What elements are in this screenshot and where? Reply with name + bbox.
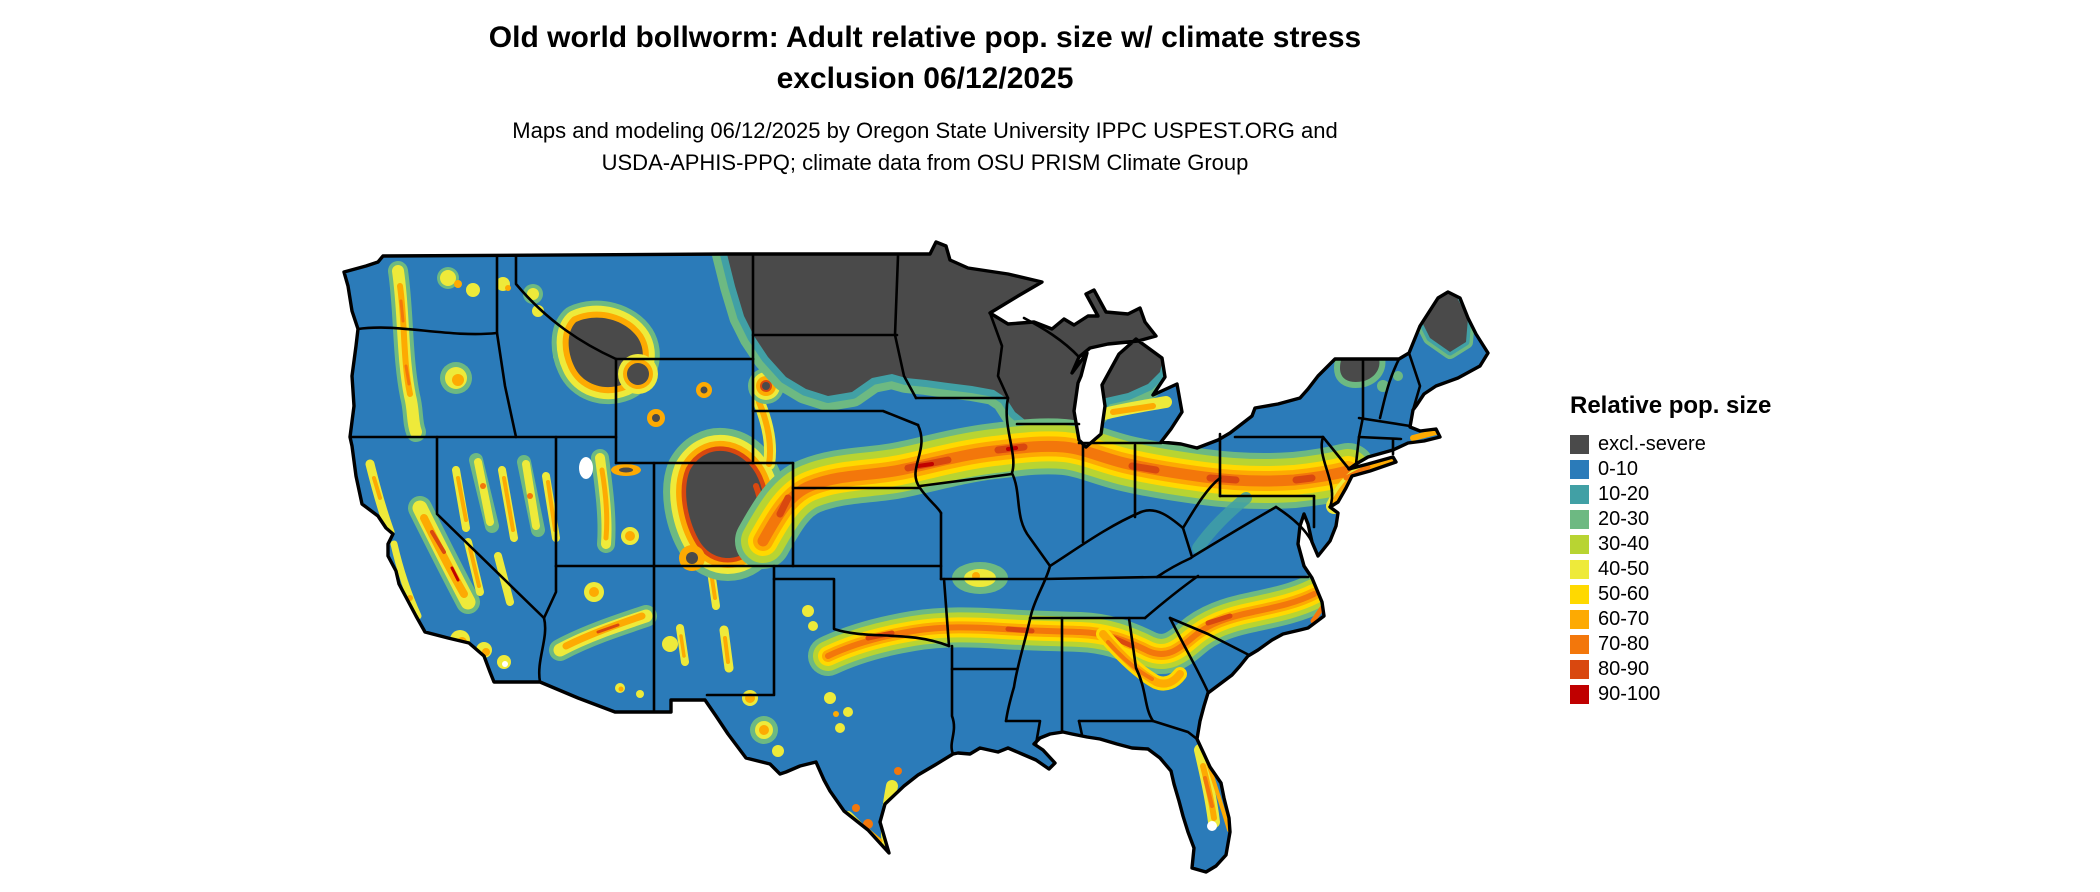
legend-label: 70-80 xyxy=(1598,633,1650,655)
legend-entry: 30-40 xyxy=(1570,532,1771,557)
us-map-svg xyxy=(342,240,1490,874)
legend-swatch xyxy=(1570,685,1589,704)
legend-label: 10-20 xyxy=(1598,483,1650,505)
central-population-band xyxy=(735,418,1376,569)
legend-entry: 20-30 xyxy=(1570,507,1771,532)
legend-title: Relative pop. size xyxy=(1570,392,1772,419)
legend-label: 30-40 xyxy=(1598,533,1650,555)
map-subtitle-line-2: USDA-APHIS-PPQ; climate data from OSU PR… xyxy=(601,149,1249,175)
legend-label: 50-60 xyxy=(1598,583,1650,605)
legend-swatch xyxy=(1570,585,1589,604)
legend-entry: 80-90 xyxy=(1570,657,1771,682)
western-terrain-pattern xyxy=(365,261,734,698)
legend-label: 0-10 xyxy=(1598,458,1639,480)
legend-swatch xyxy=(1570,435,1589,454)
legend-entry: 0-10 xyxy=(1570,457,1771,482)
legend-label: 90-100 xyxy=(1598,683,1661,705)
southern-population-band xyxy=(808,574,1334,691)
us-map xyxy=(308,226,1528,886)
inland-lakes xyxy=(502,457,1217,831)
legend-swatch xyxy=(1570,510,1589,529)
legend: Relative pop. size excl.-severe 0-10 10-20… xyxy=(1570,392,1771,707)
legend-swatch xyxy=(1570,560,1589,579)
legend-swatch xyxy=(1570,485,1589,504)
legend-swatch xyxy=(1570,610,1589,629)
legend-swatch xyxy=(1570,460,1589,479)
map-subtitle-line-1: Maps and modeling 06/12/2025 by Oregon S… xyxy=(512,118,1338,143)
map-subtitle: Maps and modeling 06/12/2025 by Oregon S… xyxy=(310,115,1540,179)
us-outline xyxy=(342,240,1490,874)
legend-entry: 70-80 xyxy=(1570,632,1771,657)
legend-entry: 60-70 xyxy=(1570,607,1771,632)
map-title: Old world bollworm: Adult relative pop. … xyxy=(310,18,1540,99)
legend-label: 60-70 xyxy=(1598,608,1650,630)
legend-label: 40-50 xyxy=(1598,558,1650,580)
legend-swatch xyxy=(1570,635,1589,654)
legend-entry: 10-20 xyxy=(1570,482,1771,507)
legend-label: 80-90 xyxy=(1598,658,1650,680)
legend-entry: excl.-severe xyxy=(1570,432,1771,457)
map-title-line-2: exclusion 06/12/2025 xyxy=(776,61,1074,95)
legend-entry: 90-100 xyxy=(1570,682,1771,707)
legend-entry: 40-50 xyxy=(1570,557,1771,582)
legend-swatch xyxy=(1570,535,1589,554)
legend-entries: excl.-severe 0-10 10-20 20-30 30-40 40-50 50-6… xyxy=(1570,432,1771,707)
legend-label: 20-30 xyxy=(1598,508,1650,530)
legend-label: excl.-severe xyxy=(1598,433,1706,455)
legend-entry: 50-60 xyxy=(1570,582,1771,607)
map-title-line-1: Old world bollworm: Adult relative pop. … xyxy=(488,21,1362,54)
map-header: Old world bollworm: Adult relative pop. … xyxy=(310,18,1540,179)
legend-swatch xyxy=(1570,660,1589,679)
